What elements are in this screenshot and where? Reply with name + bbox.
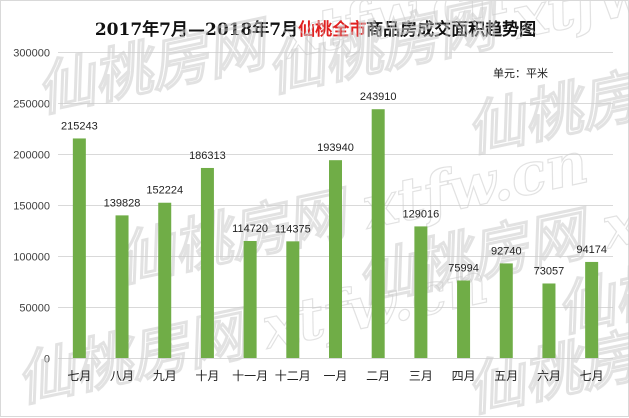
data-label: 193940 (317, 142, 354, 154)
data-label: 139828 (104, 197, 141, 209)
y-tick-label: 50000 (19, 303, 50, 315)
data-label: 75994 (448, 262, 479, 274)
bar (158, 202, 172, 358)
x-tick-label: 七月 (67, 369, 91, 383)
y-tick-label: 200000 (13, 150, 50, 162)
bar (115, 215, 129, 358)
x-tick-label: 八月 (110, 369, 134, 383)
bar (243, 240, 257, 358)
x-tick-label: 五月 (494, 369, 518, 383)
x-tick-label: 一月 (323, 369, 347, 383)
bar (329, 160, 342, 358)
bar (457, 280, 471, 358)
data-label: 152224 (146, 185, 183, 197)
data-label: 186313 (189, 150, 226, 162)
bar (72, 138, 86, 358)
bar (414, 226, 428, 358)
y-tick-label: 0 (44, 354, 50, 366)
bar (499, 263, 513, 358)
data-label: 92740 (491, 245, 522, 257)
chart-title: 2017年7月—2018年7月仙桃全市商品房成交面积趋势图 (1, 15, 629, 40)
x-tick-label: 三月 (409, 369, 433, 383)
bar (585, 261, 599, 358)
unit-label: 单元：平米 (493, 67, 548, 80)
bar (286, 241, 300, 358)
title-suffix: 商品房成交面积趋势图 (366, 20, 537, 40)
title-prefix: 2017年7月—2018年7月 (94, 20, 299, 40)
y-tick-label: 100000 (13, 252, 50, 264)
data-label: 129016 (403, 208, 440, 220)
x-tick-label: 十月 (195, 369, 219, 383)
x-tick-label: 六月 (537, 369, 561, 383)
title-highlight: 仙桃全市 (298, 20, 367, 40)
x-tick-label: 四月 (452, 369, 476, 383)
data-label: 94174 (576, 244, 607, 256)
y-tick-label: 300000 (13, 48, 50, 60)
data-label: 243910 (360, 91, 397, 103)
bar (542, 283, 556, 358)
y-tick-label: 250000 (13, 99, 50, 111)
x-tick-label: 九月 (153, 369, 177, 383)
y-tick-label: 150000 (13, 201, 50, 213)
bar (200, 167, 214, 358)
x-tick-label: 二月 (366, 369, 390, 383)
data-label: 215243 (61, 120, 98, 132)
data-label: 73057 (534, 265, 565, 277)
bar (371, 109, 385, 359)
data-label: 114720 (232, 223, 268, 235)
x-tick-label: 七月 (580, 369, 604, 383)
x-tick-label: 十一月 (232, 369, 268, 383)
x-tick-label: 十二月 (275, 369, 311, 383)
data-label: 114375 (275, 223, 311, 235)
